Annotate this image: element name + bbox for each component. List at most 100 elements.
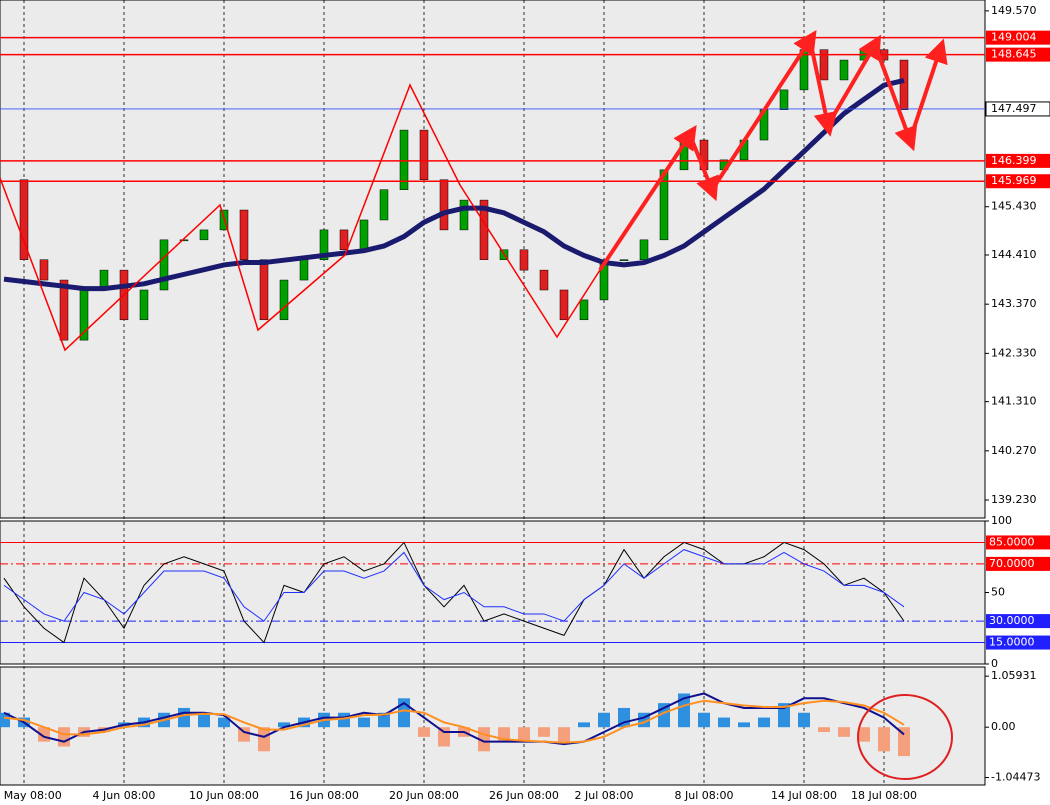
y-tick-label: 149.570 xyxy=(991,4,1037,17)
y-tick-label: 144.410 xyxy=(991,248,1037,261)
histogram-bar xyxy=(738,722,750,728)
level-tag xyxy=(986,47,1050,62)
candle xyxy=(519,249,529,271)
candle xyxy=(579,299,589,321)
price-label: 147.497 xyxy=(991,102,1037,115)
histogram-bar xyxy=(198,712,210,728)
histogram-bar xyxy=(698,712,710,728)
y-tick-label: 139.230 xyxy=(991,493,1037,506)
indicator-line xyxy=(3,692,905,746)
candle xyxy=(819,49,829,81)
histogram-bar xyxy=(838,727,850,737)
y-tick-label: 1.05931 xyxy=(991,669,1037,682)
y-tick-label: 0.00 xyxy=(991,720,1016,733)
y-tick-label: 50 xyxy=(991,586,1005,599)
x-tick-label: 18 Jul 08:00 xyxy=(851,789,917,802)
candle xyxy=(439,179,449,231)
arrow xyxy=(873,44,918,152)
candle xyxy=(779,89,789,110)
histogram-bar xyxy=(798,712,810,728)
arrow xyxy=(808,39,838,137)
histogram-bar xyxy=(538,727,550,737)
histogram-bar xyxy=(778,703,790,728)
histogram-bar xyxy=(818,727,830,733)
histogram-bar xyxy=(878,727,890,752)
macd-panel xyxy=(0,666,986,786)
histogram-bar xyxy=(558,727,570,742)
candle xyxy=(459,199,469,231)
x-tick-label: 14 Jul 08:00 xyxy=(771,789,837,802)
histogram-bar xyxy=(578,722,590,728)
level-tag xyxy=(986,614,1050,629)
candle xyxy=(539,269,549,291)
y-tick-label: 145.430 xyxy=(991,200,1037,213)
histogram-bar xyxy=(418,727,430,737)
candle xyxy=(179,239,189,242)
level-tag xyxy=(986,556,1050,571)
histogram-bar xyxy=(218,717,230,728)
candle xyxy=(419,129,429,181)
level-label: 146.399 xyxy=(991,154,1037,167)
x-tick-label: 20 Jun 08:00 xyxy=(389,789,459,802)
histogram-bar xyxy=(678,693,690,728)
candle xyxy=(159,239,169,291)
x-tick-label: 2 Jul 08:00 xyxy=(575,789,634,802)
histogram-bar xyxy=(718,717,730,728)
histogram-bar xyxy=(238,727,250,742)
y-tick-label: 0 xyxy=(991,657,998,670)
indicator-line xyxy=(3,77,905,292)
level-label: 145.969 xyxy=(991,174,1037,187)
indicator-line xyxy=(3,549,905,622)
arrow xyxy=(688,134,719,202)
histogram-bar xyxy=(0,712,10,728)
histogram-bar xyxy=(358,717,370,728)
histogram-bar xyxy=(518,727,530,742)
x-tick-label: 29 May 08:00 xyxy=(0,789,62,802)
arrow xyxy=(908,38,948,141)
highlight-circle xyxy=(857,694,953,780)
level-label: 85.0000 xyxy=(989,535,1035,548)
level-label: 148.645 xyxy=(991,48,1037,61)
candle xyxy=(559,289,569,321)
histogram-bar xyxy=(258,727,270,752)
zigzag xyxy=(0,83,601,352)
level-tag xyxy=(986,153,1050,168)
candle xyxy=(399,129,409,190)
oscillator-panel xyxy=(0,520,986,665)
candle xyxy=(599,259,609,301)
level-tag xyxy=(986,535,1050,550)
y-tick-label: 143.370 xyxy=(991,297,1037,310)
candle xyxy=(259,259,269,321)
y-tick-label: -1.04473 xyxy=(991,771,1040,784)
x-tick-label: 16 Jun 08:00 xyxy=(289,789,359,802)
level-tag xyxy=(986,635,1050,650)
x-tick-label: 4 Jun 08:00 xyxy=(93,789,156,802)
candle xyxy=(619,259,629,261)
candle xyxy=(59,279,69,341)
y-tick-label: 141.310 xyxy=(991,395,1037,408)
arrow xyxy=(826,34,882,127)
histogram-bar xyxy=(338,712,350,728)
y-tick-label: 142.330 xyxy=(991,346,1037,359)
candle xyxy=(239,209,249,260)
price-tag xyxy=(985,101,1050,117)
level-tag xyxy=(986,174,1050,189)
x-tick-label: 26 Jun 08:00 xyxy=(489,789,559,802)
candle xyxy=(639,239,649,260)
histogram-bar xyxy=(278,722,290,728)
candle xyxy=(839,59,849,81)
x-tick-label: 8 Jul 08:00 xyxy=(675,789,734,802)
price-panel xyxy=(0,0,986,519)
y-tick-label: 140.270 xyxy=(991,444,1037,457)
candle xyxy=(279,279,289,321)
arrow xyxy=(710,29,817,192)
histogram-bar xyxy=(378,712,390,728)
level-label: 149.004 xyxy=(991,31,1037,44)
candle xyxy=(139,289,149,321)
candle xyxy=(339,229,349,251)
histogram-bar xyxy=(178,707,190,728)
candle xyxy=(899,59,909,110)
candle xyxy=(659,169,669,241)
candle xyxy=(299,259,309,281)
arrow xyxy=(598,125,697,272)
